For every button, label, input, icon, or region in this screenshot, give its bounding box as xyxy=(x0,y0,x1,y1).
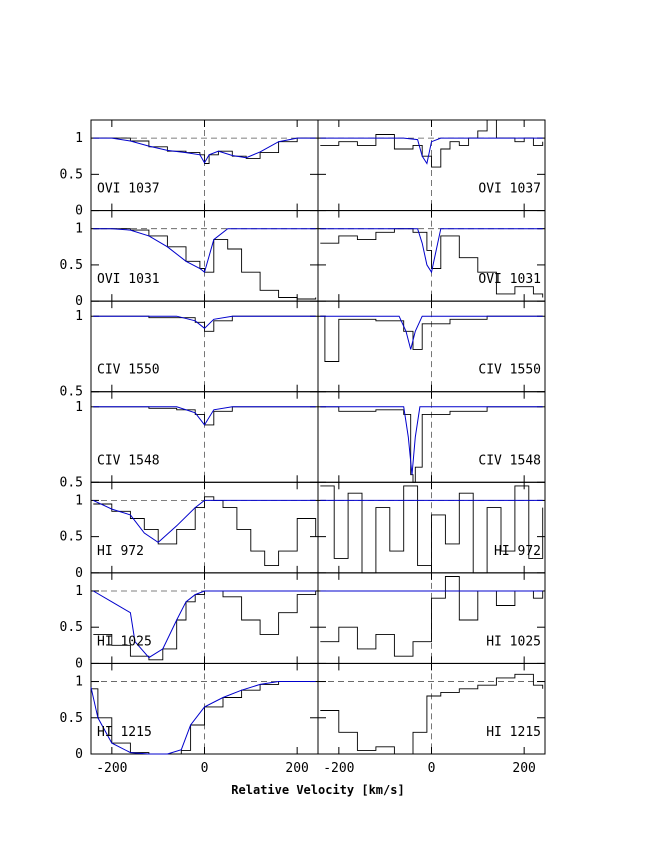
model-fit xyxy=(320,228,543,274)
x-tick-label: 200 xyxy=(512,761,535,776)
y-tick-label: 0.5 xyxy=(60,620,83,635)
panel-civ1548-left: 0.5 1 CIV 1548 xyxy=(60,391,319,490)
panel-civ1548-right: CIV 1548 xyxy=(317,391,546,483)
x-tick-label: 0 xyxy=(201,761,209,776)
data-spectrum xyxy=(93,406,316,426)
panel-ovi1037-left: 0 0.5 1 OVI 1037 xyxy=(60,119,319,219)
y-tick-label: 1 xyxy=(75,584,83,599)
model-fit xyxy=(320,406,543,475)
y-tick-label: 1 xyxy=(75,131,83,146)
ion-label: HI 1025 xyxy=(97,634,152,649)
y-tick-label: 1 xyxy=(75,222,83,237)
ion-label: CIV 1550 xyxy=(478,363,541,378)
y-tick-label: 0 xyxy=(75,747,83,762)
y-tick-label: 1 xyxy=(75,400,83,415)
ion-label: OVI 1037 xyxy=(97,182,160,197)
y-tick-label: 0 xyxy=(75,294,83,309)
panel-ovi1037-right: OVI 1037 xyxy=(317,119,546,212)
panel-hi1215-right: -200 0 200 HI 1215 xyxy=(317,662,546,776)
model-fit xyxy=(93,590,316,659)
model-fit xyxy=(90,681,316,755)
y-tick-label: 0 xyxy=(75,566,83,581)
ion-label: HI 972 xyxy=(97,544,144,559)
data-spectrum xyxy=(93,315,316,332)
ion-label: OVI 1031 xyxy=(478,272,541,287)
data-spectrum xyxy=(320,485,544,574)
model-fit xyxy=(320,315,543,350)
x-axis-label: Relative Velocity [km/s] xyxy=(231,783,404,797)
data-spectrum xyxy=(320,576,544,657)
y-tick-label: 1 xyxy=(75,493,83,508)
y-tick-label: 0.5 xyxy=(60,530,83,545)
data-spectrum xyxy=(93,228,317,300)
data-spectrum xyxy=(320,119,544,168)
y-tick-label: 0.5 xyxy=(60,385,83,400)
model-fit xyxy=(93,228,316,274)
y-tick-label: 1 xyxy=(75,675,83,690)
data-spectrum xyxy=(320,406,543,483)
x-tick-label: 0 xyxy=(428,761,436,776)
ion-label: HI 1215 xyxy=(97,725,152,740)
panel-civ1550-left: 0.5 1 CIV 1550 xyxy=(60,300,319,400)
x-tick-label: -200 xyxy=(96,761,127,776)
panel-ovi1031-left: 0 0.5 1 OVI 1031 xyxy=(60,210,319,309)
panel-hi972-left: 0 0.5 1 HI 972 xyxy=(60,481,319,581)
panel-hi972-right: HI 972 xyxy=(317,481,546,574)
panel-civ1550-right: CIV 1550 xyxy=(317,300,546,393)
y-tick-label: 0.5 xyxy=(60,167,83,182)
ion-label: HI 1025 xyxy=(486,634,541,649)
panel-hi1025-right: HI 1025 xyxy=(317,572,546,664)
model-fit xyxy=(93,406,316,426)
ion-label: CIV 1550 xyxy=(97,363,160,378)
data-spectrum xyxy=(93,496,317,567)
x-tick-label: 200 xyxy=(285,761,308,776)
model-fit xyxy=(93,137,316,164)
ion-label: OVI 1031 xyxy=(97,272,160,287)
y-tick-label: 0 xyxy=(75,204,83,219)
ion-label: HI 972 xyxy=(494,544,541,559)
panel-ovi1031-right: OVI 1031 xyxy=(317,210,546,302)
ion-label: OVI 1037 xyxy=(478,182,541,197)
x-tick-label: -200 xyxy=(323,761,354,776)
y-tick-label: 0.5 xyxy=(60,475,83,490)
data-spectrum xyxy=(91,681,316,755)
y-tick-label: 0.5 xyxy=(60,711,83,726)
y-tick-label: 1 xyxy=(75,309,83,324)
y-tick-label: 0.5 xyxy=(60,258,83,273)
model-fit xyxy=(320,137,543,165)
data-spectrum xyxy=(320,228,544,298)
data-spectrum xyxy=(320,315,543,362)
y-tick-label: 0 xyxy=(75,656,83,671)
panel-hi1215-left: 0 0.5 1 -200 0 200 HI 1215 xyxy=(60,662,319,776)
panel-hi1025-left: 0 0.5 1 HI 1025 xyxy=(60,572,319,671)
data-spectrum xyxy=(320,673,544,755)
model-fit xyxy=(93,315,316,329)
ion-label: HI 1215 xyxy=(486,725,541,740)
ion-label: CIV 1548 xyxy=(97,453,160,468)
data-spectrum xyxy=(93,137,316,164)
model-fit xyxy=(93,499,316,544)
ion-label: CIV 1548 xyxy=(478,453,541,468)
